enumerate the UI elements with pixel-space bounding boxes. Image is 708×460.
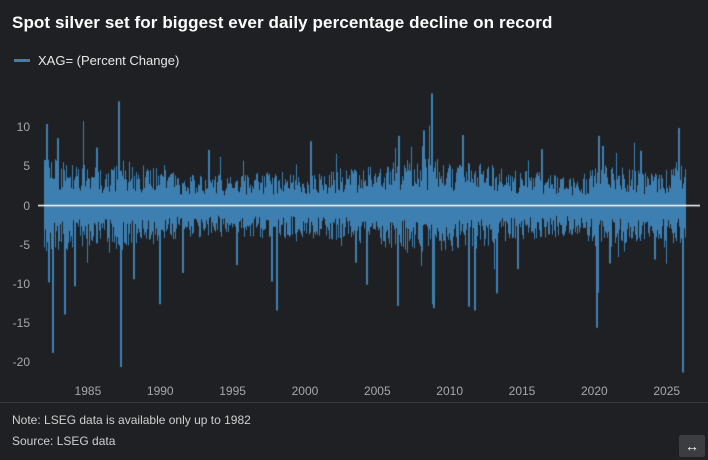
y-axis-label: -10 (12, 276, 30, 291)
x-axis-label: 2015 (508, 384, 536, 398)
x-axis-label: 1995 (219, 384, 246, 398)
x-axis-label: 2000 (291, 384, 319, 398)
x-axis-label: 1990 (146, 384, 174, 398)
chart-header: Spot silver set for biggest ever daily p… (0, 0, 708, 68)
y-axis-label: -5 (19, 237, 30, 252)
x-axis-label: 2005 (363, 384, 391, 398)
y-axis-label: 0 (23, 198, 30, 213)
resize-icon[interactable]: ↔ (679, 435, 705, 457)
x-axis-label: 1985 (74, 384, 102, 398)
footer: Note: LSEG data is available only up to … (0, 402, 708, 460)
y-axis-label: 10 (16, 120, 30, 135)
chart-title: Spot silver set for biggest ever daily p… (12, 13, 553, 32)
y-axis: 10 5 0 -5 -10 -15 -20 (0, 88, 32, 378)
legend: XAG= (Percent Change) (14, 52, 694, 68)
y-axis-label: -15 (12, 316, 30, 331)
percent-change-bar-chart[interactable] (38, 88, 700, 378)
chart-area: 10 5 0 -5 -10 -15 -20 1985 1990 1995 2000 2005 2010… (0, 88, 708, 400)
x-axis: 1985 1990 1995 2000 2005 2010 2015 2020 2025 (38, 384, 700, 398)
y-axis-label: -20 (12, 355, 30, 370)
legend-label: XAG= (Percent Change) (38, 52, 180, 68)
x-axis-label: 2025 (653, 384, 681, 398)
footnote: Note: LSEG data is available only up to … (12, 413, 251, 427)
x-axis-label: 2010 (436, 384, 464, 398)
legend-swatch-icon (14, 58, 30, 62)
y-axis-label: 5 (23, 159, 30, 174)
x-axis-label: 2020 (581, 384, 608, 398)
source-note: Source: LSEG data (12, 434, 116, 448)
